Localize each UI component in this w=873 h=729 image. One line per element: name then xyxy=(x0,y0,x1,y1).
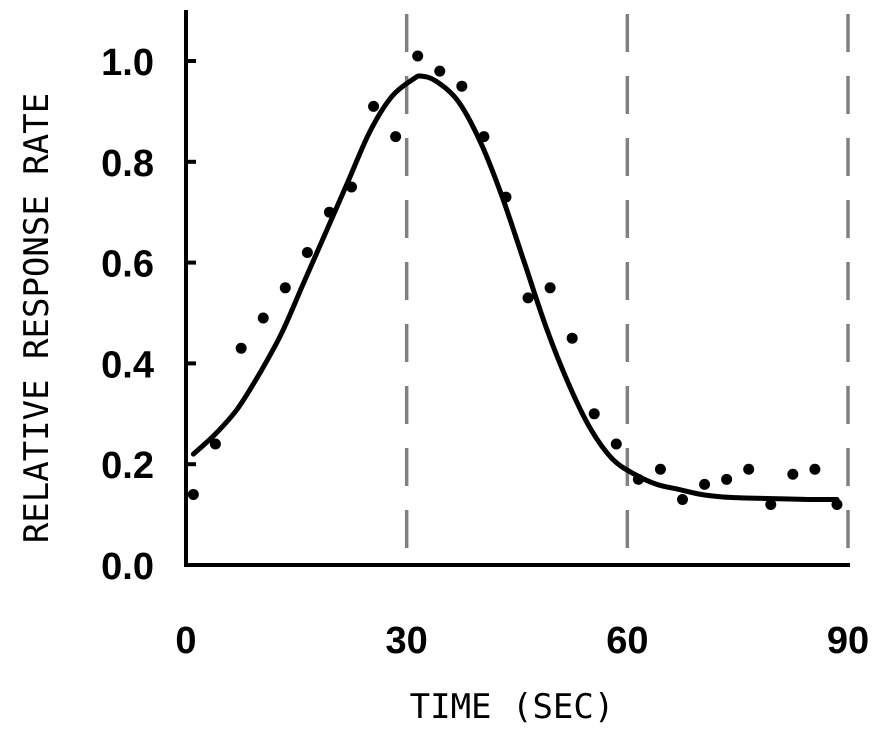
axes xyxy=(184,10,850,567)
x-tick-labels: 0 30 60 90 xyxy=(175,620,869,662)
data-point-5 xyxy=(301,247,313,259)
y-tick-label-1: 0.2 xyxy=(101,445,154,487)
data-point-14 xyxy=(500,191,512,203)
x-tick-label-2: 60 xyxy=(606,620,648,662)
y-tick-label-2: 0.4 xyxy=(101,344,154,386)
data-point-29 xyxy=(831,499,843,511)
y-tick-label-5: 1.0 xyxy=(101,42,154,84)
data-point-7 xyxy=(346,181,357,193)
data-point-8 xyxy=(368,100,380,112)
x-tick-label-0: 0 xyxy=(175,620,196,662)
y-tick-label-0: 0.0 xyxy=(101,546,154,588)
data-point-22 xyxy=(677,493,688,505)
data-point-10 xyxy=(412,50,424,62)
data-point-16 xyxy=(544,282,556,294)
data-point-0 xyxy=(187,488,199,500)
x-tick-label-1: 30 xyxy=(386,620,428,662)
x-tick-label-3: 90 xyxy=(827,620,869,662)
data-point-27 xyxy=(787,468,799,480)
y-tick-label-3: 0.6 xyxy=(101,244,154,286)
y-axis-title: RELATIVE RESPONSE RATE xyxy=(17,93,57,543)
data-point-23 xyxy=(699,478,711,490)
data-points-layer xyxy=(187,50,843,511)
data-point-26 xyxy=(765,499,777,511)
data-point-6 xyxy=(323,206,335,218)
data-point-2 xyxy=(235,342,247,354)
data-point-20 xyxy=(632,473,644,485)
data-point-24 xyxy=(721,473,733,485)
data-point-13 xyxy=(478,131,490,143)
data-point-4 xyxy=(279,282,291,294)
data-point-9 xyxy=(390,131,402,143)
data-point-28 xyxy=(809,463,821,475)
data-point-18 xyxy=(588,408,600,420)
data-point-3 xyxy=(257,312,269,324)
data-point-15 xyxy=(522,292,534,304)
data-point-25 xyxy=(743,463,755,475)
data-point-21 xyxy=(654,463,666,475)
vertical-gridlines xyxy=(404,14,850,565)
data-point-17 xyxy=(566,332,578,344)
y-tick-label-4: 0.8 xyxy=(101,143,154,185)
y-tick-labels: 0.0 0.2 0.4 0.6 0.8 1.0 xyxy=(101,42,154,588)
data-point-19 xyxy=(610,438,622,450)
x-axis-title: TIME (SEC) xyxy=(410,687,615,727)
data-point-12 xyxy=(456,80,468,92)
data-point-1 xyxy=(209,438,221,450)
data-point-11 xyxy=(434,65,446,77)
